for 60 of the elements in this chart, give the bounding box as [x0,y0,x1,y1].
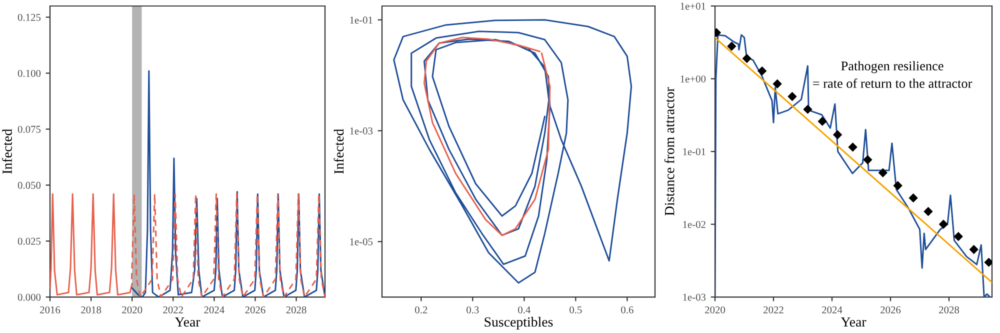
point [969,244,978,254]
point [878,168,888,178]
y-tick-label: 0.050 [18,182,41,189]
y-tick-label: 1e+00 [680,75,706,82]
x-tick-label: 2024 [204,306,224,314]
line-series [393,19,632,284]
point [924,206,933,216]
y-tick-label: 1e-05 [350,238,373,246]
line-series [50,193,133,296]
point [757,66,767,76]
x-axis-title: Susceptibles [484,316,553,330]
x-tick-label: 2028 [286,306,306,314]
y-tick-label: 0.000 [18,294,41,301]
x-tick-label: 0.3 [466,306,479,314]
point [832,130,842,140]
point [848,142,858,152]
point [742,54,752,64]
point [772,79,782,88]
x-tick-label: 0.2 [415,306,428,314]
point [803,104,812,114]
x-tick-label: 0.5 [570,306,582,314]
x-axis-title: Year [174,317,200,327]
y-tick-label: 0.075 [18,126,41,133]
y-tick-label: 1e+01 [680,2,706,10]
point [938,220,948,229]
line-series [131,70,325,298]
point [863,155,872,164]
y-tick-label: 1e-03 [683,294,706,301]
point [727,42,736,51]
y-tick-label: 0.025 [18,238,41,245]
x-axis-title: Year [840,317,866,327]
point [818,116,827,126]
annotation: Pathogen resilience = rate of return to the attractor [813,61,972,88]
x-tick-label: 2022 [163,306,183,314]
y-tick-label: 0.125 [18,14,41,21]
x-tick-label: 0.4 [518,306,531,314]
y-tick-label: 1e-02 [683,220,706,228]
x-tick-label: 2022 [764,306,784,314]
y-tick-label: 1e-01 [350,16,372,24]
y-axis-title: Distance from attractor [664,87,674,216]
point [788,92,797,102]
point [954,232,963,242]
x-tick-label: 2028 [939,306,960,314]
y-tick-label: 1e-01 [683,148,706,156]
y-axis-title: Infected [334,128,344,174]
y-tick-label: 0.100 [18,70,41,77]
x-tick-label: 2020 [705,306,726,314]
line-series [423,36,551,236]
y-tick-label: 1e-03 [350,127,373,134]
x-tick-label: 2018 [81,306,102,314]
point [893,181,902,190]
x-tick-label: 2026 [880,306,901,314]
x-tick-label: 2026 [245,306,266,314]
x-tick-label: 2020 [122,306,142,314]
x-tick-label: 2016 [40,306,60,314]
x-tick-label: 2024 [822,306,842,314]
y-axis-title: Infected [2,128,12,174]
point [908,193,918,203]
x-tick-label: 0.6 [621,306,634,314]
point [984,258,992,267]
